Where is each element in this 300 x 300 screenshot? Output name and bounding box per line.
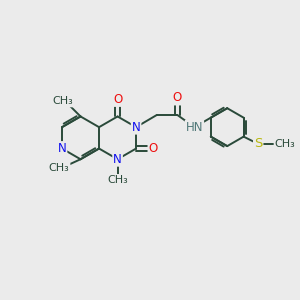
Text: O: O	[113, 93, 122, 106]
Text: CH₃: CH₃	[274, 139, 295, 149]
Text: O: O	[148, 142, 158, 155]
Text: N: N	[132, 121, 140, 134]
Text: CH₃: CH₃	[107, 175, 128, 185]
Text: CH₃: CH₃	[49, 164, 70, 173]
Text: S: S	[254, 137, 262, 150]
Text: N: N	[58, 142, 66, 155]
Text: O: O	[173, 92, 182, 104]
Text: HN: HN	[186, 121, 203, 134]
Text: CH₃: CH₃	[53, 96, 74, 106]
Text: N: N	[113, 153, 122, 166]
